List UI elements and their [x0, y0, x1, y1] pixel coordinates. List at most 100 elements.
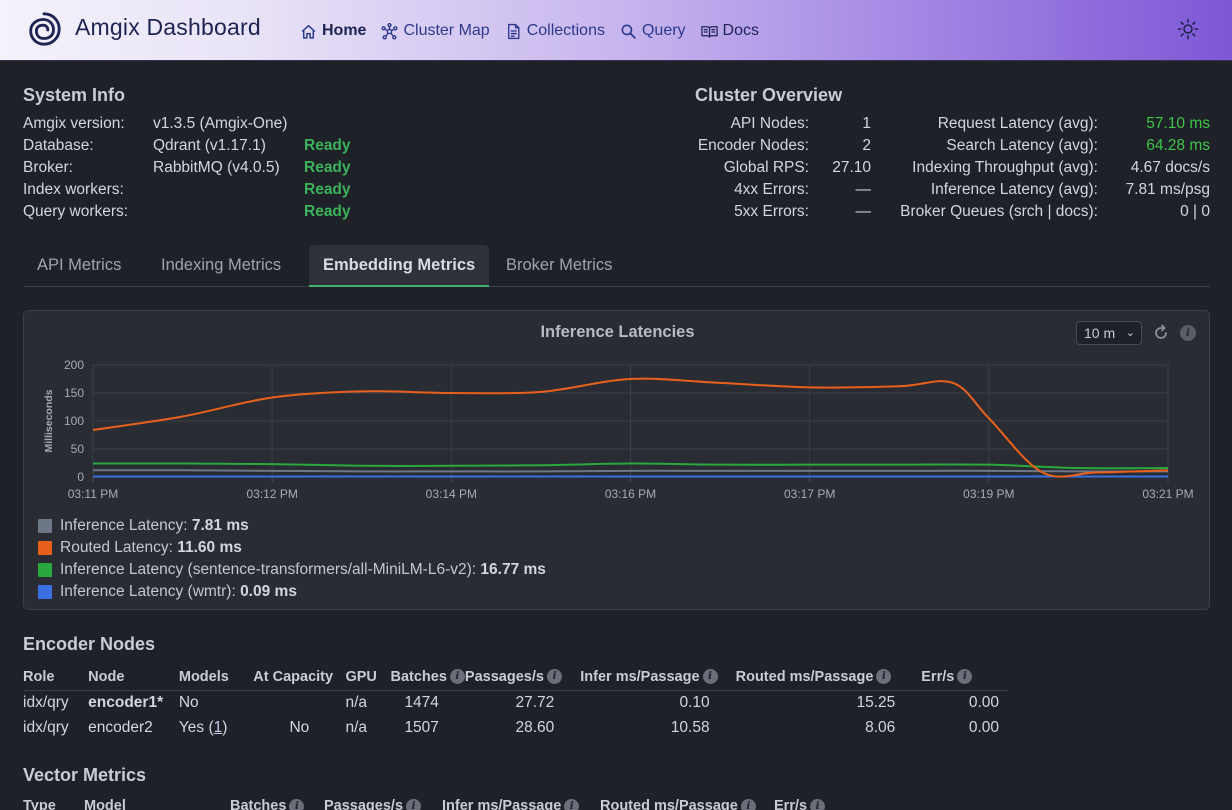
column-header: Batches i: [230, 793, 324, 810]
tab-embedding-metrics[interactable]: Embedding Metrics: [309, 245, 490, 287]
info-icon[interactable]: i: [406, 798, 422, 810]
legend-swatch: [38, 541, 52, 555]
legend-entry[interactable]: Inference Latency (wmtr): 0.09 ms: [38, 581, 546, 603]
legend-swatch: [38, 519, 52, 533]
cell-role: idx/qry: [23, 690, 88, 715]
info-icon[interactable]: i: [957, 669, 973, 685]
x-tick-label: 03:14 PM: [426, 487, 477, 501]
legend-colon: :: [183, 517, 192, 534]
info-icon[interactable]: i: [564, 798, 580, 810]
column-header: Passages/s i: [324, 793, 442, 810]
info-icon[interactable]: i: [289, 798, 305, 810]
vector-metrics-title: Vector Metrics: [23, 765, 147, 785]
info-icon[interactable]: i: [449, 669, 465, 685]
cluster-label: 4xx Errors:: [734, 181, 809, 198]
amgix-logo-icon[interactable]: [25, 10, 63, 48]
search-icon: [621, 24, 636, 39]
info-icon[interactable]: i: [876, 669, 892, 685]
cell-node: encoder2: [88, 715, 179, 740]
cell-err: 0.00: [921, 690, 1009, 715]
cell-infer: 10.58: [580, 715, 735, 740]
cell-value: idx/qry: [23, 693, 69, 711]
x-tick-label: 03:17 PM: [784, 487, 835, 501]
chart-legend: Inference Latency: 7.81 ms Routed Latency…: [38, 515, 546, 603]
series-routed-latency: [92, 377, 1169, 478]
cluster-metric-label: Indexing Throughput (avg):: [912, 159, 1098, 176]
info-icon[interactable]: i: [1180, 325, 1196, 341]
column-header-label: Models: [178, 668, 229, 685]
legend-value: 11.60 ms: [177, 539, 242, 556]
cell-passages: 27.72: [465, 690, 580, 715]
column-header-label: Batches: [390, 668, 447, 685]
brand-title[interactable]: Amgix Dashboard: [75, 14, 261, 40]
column-header: GPU: [345, 664, 391, 691]
nav-cluster-map[interactable]: Cluster Map: [381, 20, 490, 42]
column-header-label: Model: [84, 798, 126, 810]
tab-api-metrics[interactable]: API Metrics: [37, 256, 122, 274]
cell-at-capacity: [253, 690, 345, 715]
document-icon: [507, 23, 520, 39]
nav-docs-label: Docs: [722, 22, 759, 39]
time-range-select[interactable]: 10 m ⌄: [1076, 321, 1142, 345]
cell-gpu: n/a: [345, 715, 390, 740]
cell-value: Yes (: [178, 718, 214, 736]
encoder-nodes-title: Encoder Nodes: [23, 634, 156, 654]
nav-home-label: Home: [322, 22, 367, 39]
cell-value: 1474: [404, 693, 439, 711]
inference-latency-chart: 0 50 100 150 200 03:11 PM 03:12 PM 03:14 PM 03:1…: [43, 358, 1194, 501]
info-icon[interactable]: i: [546, 669, 562, 685]
column-header-label: Infer ms/Passage: [580, 668, 700, 685]
nav-cluster-map-label: Cluster Map: [403, 22, 490, 39]
column-header: Passages/s i: [464, 664, 581, 691]
nav-home[interactable]: Home: [300, 20, 366, 42]
column-header: At Capacity: [253, 664, 346, 691]
column-header: Type: [23, 793, 84, 810]
column-header: Infer ms/Passage i: [580, 664, 736, 691]
info-icon[interactable]: i: [740, 798, 756, 810]
column-header-label: Infer ms/Passage: [442, 798, 562, 810]
chevron-down-icon: ⌄: [1125, 327, 1135, 339]
cell-value: encoder1*: [88, 693, 164, 711]
y-tick-label: 50: [71, 442, 85, 456]
cluster-icon: [381, 22, 398, 40]
nav-query[interactable]: Query: [620, 20, 686, 42]
main-nav: Home Cluster Map Collections Query Docs: [300, 20, 774, 42]
legend-entry[interactable]: Inference Latency: 7.81 ms: [38, 515, 546, 537]
cluster-overview-title: Cluster Overview: [695, 85, 843, 105]
cluster-metric-label: Search Latency (avg):: [946, 137, 1098, 154]
nav-collections[interactable]: Collections: [505, 20, 605, 42]
legend-swatch: [38, 585, 52, 599]
info-icon[interactable]: i: [810, 798, 826, 810]
refresh-icon[interactable]: [1151, 323, 1171, 343]
cluster-metric-value: 0 | 0: [1180, 203, 1210, 220]
models-link[interactable]: 1: [213, 718, 223, 736]
column-header: Model: [84, 793, 230, 810]
cluster-label: 5xx Errors:: [734, 203, 809, 220]
column-header: Err/s i: [774, 793, 834, 810]
info-icon[interactable]: i: [702, 669, 718, 685]
column-header-label: Routed ms/Passage: [735, 668, 874, 685]
cluster-value: —: [855, 203, 872, 220]
cluster-value: 2: [862, 137, 871, 154]
tab-indexing-metrics[interactable]: Indexing Metrics: [161, 256, 282, 274]
cell-value: 15.25: [856, 693, 896, 711]
sysinfo-label: Index workers:: [23, 181, 124, 198]
sysinfo-label: Amgix version:: [23, 115, 125, 132]
status-badge: Ready: [304, 203, 351, 220]
cell-role: idx/qry: [23, 715, 88, 740]
column-header: Batches i: [390, 664, 465, 691]
cell-value: 8.06: [865, 718, 896, 736]
column-header: Err/s i: [921, 664, 1009, 691]
legend-name: Inference Latency (sentence-transformers…: [60, 561, 472, 578]
book-icon: [700, 25, 718, 38]
nav-docs[interactable]: Docs: [700, 20, 759, 42]
cell-passages: 28.60: [465, 715, 580, 740]
tab-broker-metrics[interactable]: Broker Metrics: [506, 256, 613, 274]
system-info-title: System Info: [23, 85, 126, 105]
legend-entry[interactable]: Routed Latency: 11.60 ms: [38, 537, 546, 559]
sysinfo-label: Database:: [23, 137, 94, 154]
inference-latency-panel: 0 50 100 150 200 03:11 PM 03:12 PM 03:14 PM 03:1…: [23, 310, 1210, 610]
cell-value: n/a: [345, 693, 368, 711]
legend-entry[interactable]: Inference Latency (sentence-transformers…: [38, 559, 546, 581]
sun-icon[interactable]: [1176, 17, 1200, 41]
